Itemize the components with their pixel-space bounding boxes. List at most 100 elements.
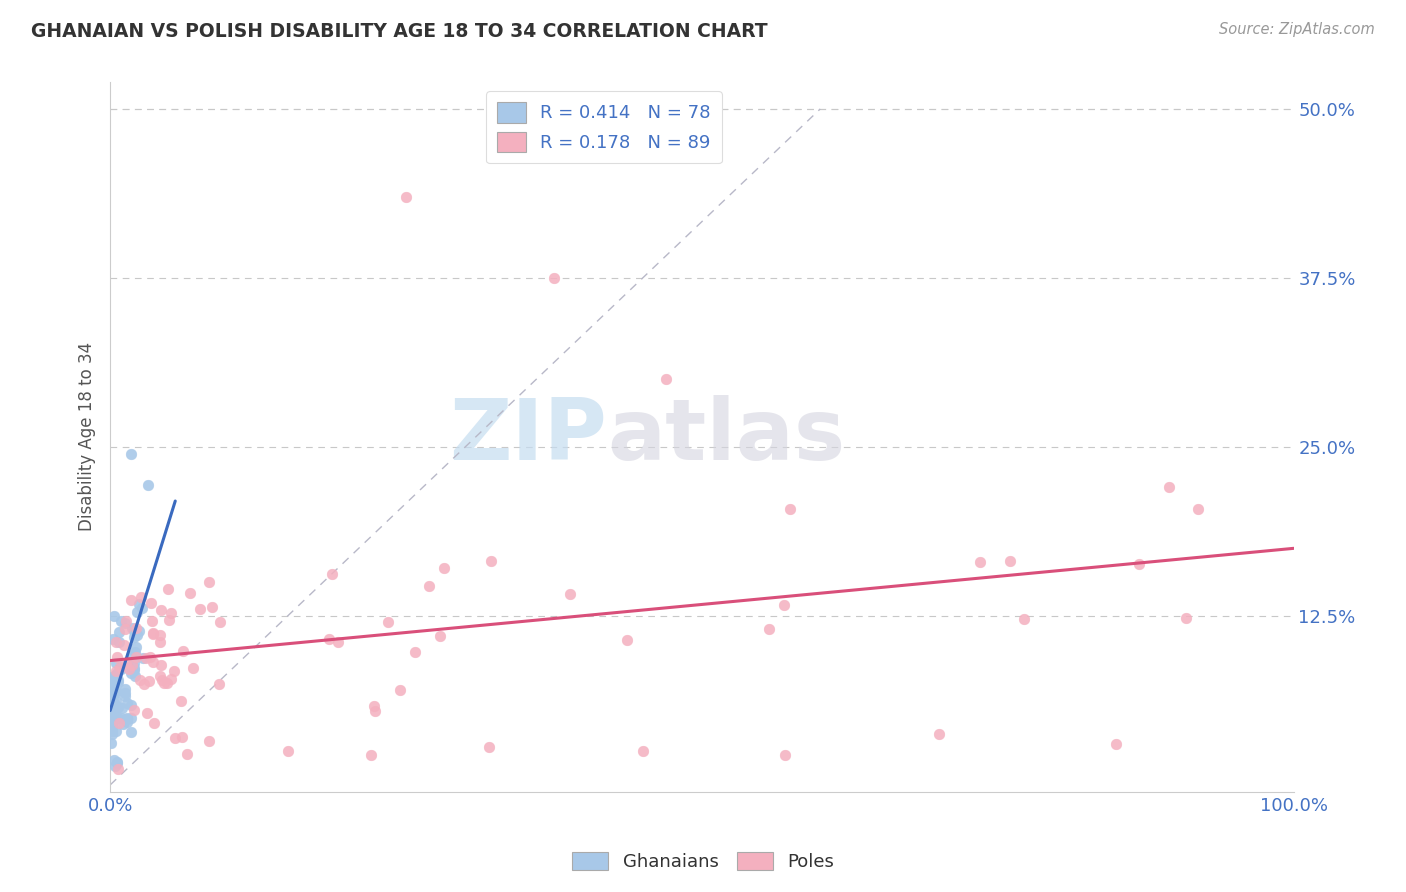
Point [100, 736, 122, 750]
Point [120, 665, 142, 680]
Text: Source: ZipAtlas.com: Source: ZipAtlas.com [1219, 22, 1375, 37]
Point [198, 575, 221, 590]
Point [100, 723, 122, 738]
Point [142, 625, 165, 640]
Point [101, 719, 124, 733]
Point [928, 726, 950, 740]
Point [388, 682, 411, 697]
Point [100, 676, 122, 690]
Point [153, 676, 176, 690]
Point [110, 662, 132, 676]
Point [101, 673, 124, 687]
Text: ZIP: ZIP [450, 395, 607, 478]
Point [124, 624, 146, 638]
Point [111, 717, 134, 731]
Point [1128, 558, 1150, 572]
Point [107, 700, 129, 714]
Point [122, 656, 145, 670]
Point [321, 566, 343, 581]
Point [103, 676, 125, 690]
Point [105, 666, 128, 681]
Point [100, 686, 122, 700]
Text: atlas: atlas [607, 395, 845, 478]
Point [142, 627, 165, 641]
Point [208, 677, 231, 691]
Point [117, 711, 139, 725]
Point [156, 676, 179, 690]
Point [100, 699, 122, 714]
Point [120, 711, 142, 725]
Point [181, 661, 204, 675]
Point [120, 659, 142, 673]
Point [103, 696, 125, 710]
Point [120, 649, 142, 664]
Point [108, 661, 131, 675]
Point [105, 635, 128, 649]
Point [377, 615, 399, 629]
Point [104, 694, 127, 708]
Point [165, 731, 187, 745]
Point [107, 673, 129, 687]
Point [124, 650, 146, 665]
Point [395, 190, 418, 204]
Point [779, 502, 801, 516]
Point [136, 706, 159, 720]
Point [114, 681, 136, 696]
Point [138, 674, 160, 689]
Point [105, 755, 128, 769]
Point [150, 673, 173, 688]
Point [149, 628, 172, 642]
Point [150, 602, 173, 616]
Legend: R = 0.414   N = 78, R = 0.178   N = 89: R = 0.414 N = 78, R = 0.178 N = 89 [486, 91, 721, 163]
Point [100, 727, 122, 741]
Point [115, 614, 138, 628]
Point [122, 703, 145, 717]
Point [363, 699, 385, 714]
Point [108, 625, 131, 640]
Point [105, 684, 128, 698]
Point [121, 621, 143, 635]
Point [479, 554, 502, 568]
Point [163, 664, 186, 678]
Point [1174, 611, 1197, 625]
Point [120, 592, 142, 607]
Point [277, 744, 299, 758]
Point [114, 615, 136, 630]
Point [104, 711, 127, 725]
Point [129, 590, 152, 604]
Point [105, 664, 128, 678]
Point [201, 599, 224, 614]
Point [104, 709, 127, 723]
Point [121, 662, 143, 676]
Point [103, 709, 125, 723]
Point [107, 762, 129, 776]
Point [104, 672, 127, 686]
Y-axis label: Disability Age 18 to 34: Disability Age 18 to 34 [79, 343, 96, 532]
Point [159, 672, 181, 686]
Point [115, 697, 138, 711]
Point [100, 697, 122, 711]
Point [1157, 481, 1180, 495]
Point [616, 633, 638, 648]
Point [131, 601, 153, 615]
Point [326, 635, 349, 649]
Point [124, 630, 146, 644]
Point [120, 724, 142, 739]
Point [429, 629, 451, 643]
Point [172, 643, 194, 657]
Point [149, 635, 172, 649]
Point [969, 556, 991, 570]
Point [157, 613, 180, 627]
Point [115, 715, 138, 730]
Point [100, 708, 122, 723]
Point [114, 686, 136, 700]
Point [110, 660, 132, 674]
Point [773, 748, 796, 763]
Point [318, 632, 340, 647]
Point [156, 582, 179, 597]
Text: GHANAIAN VS POLISH DISABILITY AGE 18 TO 34 CORRELATION CHART: GHANAIAN VS POLISH DISABILITY AGE 18 TO … [31, 22, 768, 41]
Point [122, 661, 145, 675]
Point [176, 747, 198, 761]
Point [103, 669, 125, 683]
Point [142, 655, 165, 669]
